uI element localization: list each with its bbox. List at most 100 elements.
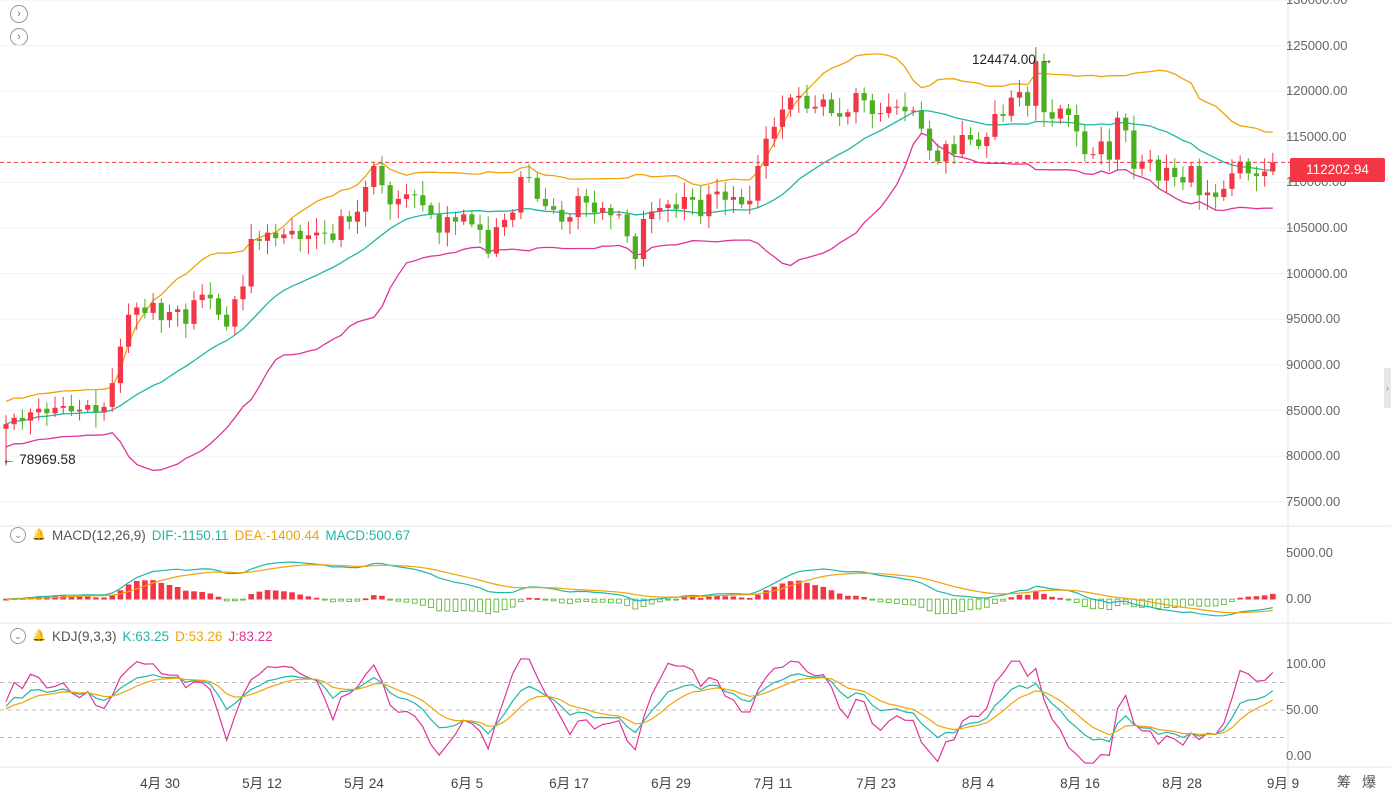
kdj-tick-label: 100.00 — [1286, 656, 1326, 672]
time-tick-label: 7月 23 — [856, 776, 896, 791]
price-tick-label: 115000.00 — [1286, 128, 1347, 144]
candle-body — [1106, 141, 1112, 160]
macd-bar — [983, 598, 990, 608]
high-marker: 124474.00 → — [972, 52, 1054, 67]
candle — [747, 185, 753, 215]
candle-body — [951, 144, 957, 155]
candle-body — [436, 214, 442, 233]
candle — [804, 84, 810, 114]
candle-body — [232, 299, 238, 327]
macd-bar — [828, 590, 835, 600]
candle — [232, 295, 238, 335]
candle-body — [567, 217, 573, 222]
candle-body — [68, 405, 74, 412]
macd-bar — [174, 586, 181, 600]
candle-body — [1065, 108, 1072, 115]
candle-body — [1221, 188, 1227, 198]
kdj-collapse-button[interactable]: ⌄ — [10, 628, 26, 644]
candle-body — [395, 198, 401, 205]
candle — [469, 210, 475, 228]
candle-body — [583, 196, 589, 203]
candle-body — [158, 302, 164, 321]
candle — [461, 209, 467, 225]
macd-bar — [387, 598, 393, 601]
candle — [1057, 104, 1063, 125]
macd-bar — [779, 583, 786, 600]
candle — [76, 399, 83, 421]
macd-bar — [706, 596, 712, 600]
macd-bar — [599, 598, 606, 603]
candle — [1204, 180, 1211, 210]
candle-body — [975, 139, 982, 146]
macd-bar — [346, 598, 353, 602]
candle-body — [224, 314, 230, 327]
macd-bar — [934, 598, 941, 615]
candle-body — [837, 113, 843, 117]
macd-collapse-button[interactable]: ⌄ — [10, 527, 26, 543]
time-tick-label: 4月 30 — [140, 776, 180, 791]
macd-bar — [918, 598, 925, 608]
macd-bar — [460, 598, 467, 612]
candle-body — [183, 309, 189, 324]
macd-bar — [1229, 598, 1235, 602]
bell-icon[interactable]: 🔔 — [32, 630, 46, 642]
candle-body — [1163, 167, 1170, 181]
macd-bar — [411, 598, 418, 604]
macd-bar — [1212, 598, 1219, 607]
macd-bar — [755, 594, 761, 600]
candle — [68, 394, 74, 417]
candle-body — [330, 233, 336, 240]
candle — [158, 298, 164, 333]
candle-body — [706, 194, 712, 217]
price-tick-label: 80000.00 — [1286, 448, 1341, 464]
price-tick-label: 100000.00 — [1286, 265, 1348, 281]
candle-body — [11, 417, 17, 425]
macd-bar — [624, 598, 630, 606]
macd-bar — [1261, 595, 1268, 600]
scroll-down-button[interactable]: › — [10, 28, 28, 46]
macd-bar — [845, 595, 851, 600]
macd-bar — [583, 598, 590, 602]
time-tick-label: 5月 24 — [344, 776, 384, 791]
candle-body — [166, 312, 173, 321]
candle-body — [363, 187, 369, 212]
candle — [305, 221, 312, 255]
scroll-up-button[interactable]: › — [10, 5, 28, 23]
candle — [1082, 125, 1088, 162]
bell-icon[interactable]: 🔔 — [32, 529, 46, 541]
candle-body — [853, 93, 859, 113]
arrow-right-icon: → — [1039, 52, 1054, 67]
candle — [722, 181, 728, 216]
candle — [559, 200, 565, 230]
candle-body — [19, 417, 25, 421]
side-panel-toggle[interactable]: › — [1384, 368, 1391, 408]
candle-body — [869, 100, 875, 115]
candle — [493, 218, 499, 258]
candle — [117, 338, 124, 393]
candle — [992, 100, 998, 140]
candle — [485, 216, 491, 259]
chip-distribution-button[interactable]: 筹 — [1337, 774, 1351, 790]
macd-bar — [1245, 596, 1252, 600]
candle-body — [44, 408, 50, 414]
candle — [910, 106, 916, 117]
time-tick-label: 6月 5 — [450, 776, 484, 791]
liquidation-button[interactable]: 爆 — [1362, 774, 1376, 790]
macd-dif-line — [5, 561, 1273, 617]
macd-bar — [248, 594, 254, 600]
macd-bar — [93, 597, 99, 600]
candle-body — [796, 95, 802, 98]
time-tick-label: 5月 12 — [242, 776, 282, 791]
candle — [657, 198, 663, 220]
macd-bar — [967, 598, 974, 611]
macd-hist-value: MACD:500.67 — [325, 527, 411, 543]
candle-body — [379, 166, 385, 186]
candle — [640, 210, 647, 267]
candle — [845, 109, 851, 125]
macd-bar — [1090, 598, 1096, 610]
candle — [1196, 158, 1202, 210]
candle — [256, 230, 262, 250]
candle-body — [1131, 130, 1137, 169]
macd-bar — [330, 598, 336, 603]
